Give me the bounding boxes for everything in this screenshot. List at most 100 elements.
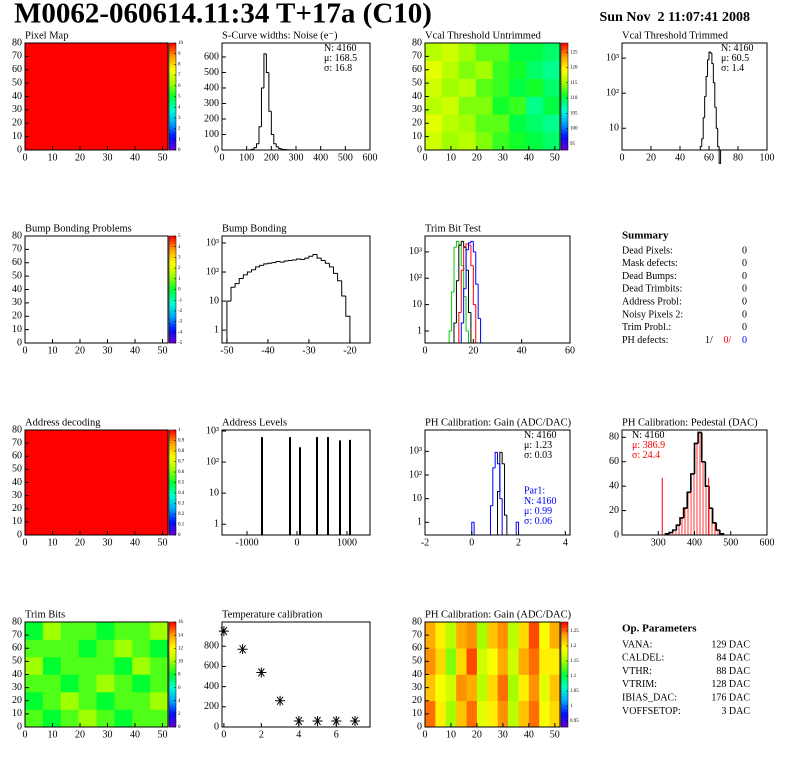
colorbar-step bbox=[561, 692, 568, 696]
plot-frame bbox=[221, 235, 371, 344]
heat-cell bbox=[96, 639, 115, 658]
page-title: M0062-060614.11:34 T+17a (C10) bbox=[14, 0, 432, 30]
heat-cell bbox=[497, 622, 509, 649]
heat-cell bbox=[543, 78, 561, 97]
colorbar-step bbox=[169, 506, 176, 510]
histogram-bin bbox=[499, 463, 503, 500]
y-tick-label: 10² bbox=[409, 469, 422, 480]
colorbar-step bbox=[169, 297, 176, 301]
x-tick-label: -50 bbox=[220, 345, 233, 356]
colorbar-step bbox=[561, 653, 568, 657]
colorbar-step bbox=[169, 432, 176, 436]
colorbar-step bbox=[561, 716, 568, 720]
y-tick-label: 80 bbox=[12, 230, 22, 241]
colorbar-step bbox=[561, 85, 568, 89]
colorbar-step bbox=[169, 687, 176, 691]
x-tick-label: 60 bbox=[704, 152, 714, 163]
heat-cell bbox=[132, 639, 151, 658]
colorbar-step bbox=[169, 487, 176, 491]
heat-cell bbox=[132, 674, 151, 693]
heat-cell bbox=[441, 60, 460, 79]
colorbar-step bbox=[169, 658, 176, 662]
colorbar-step bbox=[169, 622, 176, 625]
param-label: VTRIM: bbox=[622, 679, 657, 690]
histogram-bin bbox=[263, 53, 267, 88]
colorbar-tick-label: -4 bbox=[178, 330, 183, 335]
histogram-bin bbox=[719, 530, 725, 535]
y-tick-label: 40 bbox=[412, 669, 422, 680]
colorbar-step bbox=[561, 91, 568, 95]
y-tick-label: 10 bbox=[209, 295, 219, 306]
y-tick-label: 60 bbox=[12, 643, 22, 654]
heat-cell bbox=[497, 700, 509, 728]
colorbar-step bbox=[169, 107, 176, 111]
colorbar-step bbox=[561, 104, 568, 108]
colorbar-step bbox=[169, 532, 176, 536]
heat-cell bbox=[425, 60, 443, 79]
heat-cell bbox=[475, 43, 493, 62]
histogram-bin bbox=[690, 473, 695, 493]
colorbar-step bbox=[169, 91, 176, 95]
colorbar-step bbox=[169, 451, 176, 454]
heat-cell bbox=[96, 709, 115, 728]
heat-cell bbox=[78, 657, 97, 675]
colorbar-step bbox=[561, 648, 568, 652]
colorbar-step bbox=[169, 249, 176, 253]
colorbar-step bbox=[561, 77, 568, 81]
heat-cell bbox=[492, 96, 510, 115]
param-value: 129 DAC bbox=[711, 639, 750, 650]
y-tick-label: 10³ bbox=[409, 246, 422, 257]
colorbar-step bbox=[169, 326, 176, 330]
y-tick-label: 20 bbox=[12, 695, 22, 706]
heat-cell bbox=[526, 96, 544, 115]
y-tick-label: 10 bbox=[609, 123, 619, 134]
stat-line: μ: 0.99 bbox=[524, 506, 552, 517]
y-tick-label: 40 bbox=[412, 91, 422, 102]
stat-value: 4160 bbox=[734, 43, 754, 54]
heat-cell bbox=[435, 622, 447, 649]
bin-fill bbox=[716, 530, 720, 535]
stat-value: 0.03 bbox=[535, 450, 553, 461]
colorbar-step bbox=[169, 524, 176, 528]
heat-cell bbox=[456, 674, 467, 702]
colorbar-step bbox=[169, 706, 176, 709]
histogram-bin bbox=[465, 296, 469, 332]
colorbar-step bbox=[561, 147, 568, 151]
heat-cell bbox=[528, 622, 540, 649]
colorbar-step bbox=[169, 721, 176, 725]
colorbar-step bbox=[561, 719, 568, 723]
y-tick-label: 10² bbox=[606, 87, 619, 98]
heat-cell bbox=[539, 622, 550, 649]
colorbar-tick-label: 2 bbox=[178, 266, 181, 271]
colorbar-step bbox=[169, 72, 176, 76]
x-tick-label: 30 bbox=[103, 152, 113, 163]
heat-cell bbox=[528, 674, 540, 702]
colorbar-step bbox=[169, 61, 176, 65]
histogram-bin bbox=[671, 529, 677, 533]
histogram-bin bbox=[265, 53, 269, 73]
x-tick-label: 80 bbox=[733, 152, 743, 163]
bin-fill bbox=[676, 525, 680, 535]
y-tick-label: 10 bbox=[412, 708, 422, 719]
stat-label: σ: bbox=[721, 63, 729, 74]
stat-value: 1.4 bbox=[732, 63, 745, 74]
colorbar-tick-label: 1 bbox=[178, 277, 181, 282]
stat-line: σ: 1.4 bbox=[721, 63, 744, 74]
x-tick-label: 20 bbox=[468, 345, 478, 356]
heat-cell bbox=[114, 674, 133, 693]
histogram-bin bbox=[283, 260, 289, 263]
heat-cell bbox=[518, 622, 530, 649]
histogram-bin bbox=[473, 522, 477, 536]
colorbar-step bbox=[561, 120, 568, 124]
histogram-bin bbox=[468, 270, 471, 314]
histogram-bin bbox=[455, 240, 459, 248]
stat-label: σ: bbox=[324, 63, 332, 74]
y-tick-label: 0 bbox=[614, 529, 619, 540]
histogram-bin bbox=[686, 491, 691, 509]
x-tick-label: 50 bbox=[158, 729, 168, 740]
colorbar-tick-label: 0.1 bbox=[178, 523, 185, 528]
stat-label: σ: bbox=[524, 516, 532, 527]
heat-cell bbox=[78, 709, 97, 728]
y-tick-label: 60 bbox=[12, 64, 22, 75]
